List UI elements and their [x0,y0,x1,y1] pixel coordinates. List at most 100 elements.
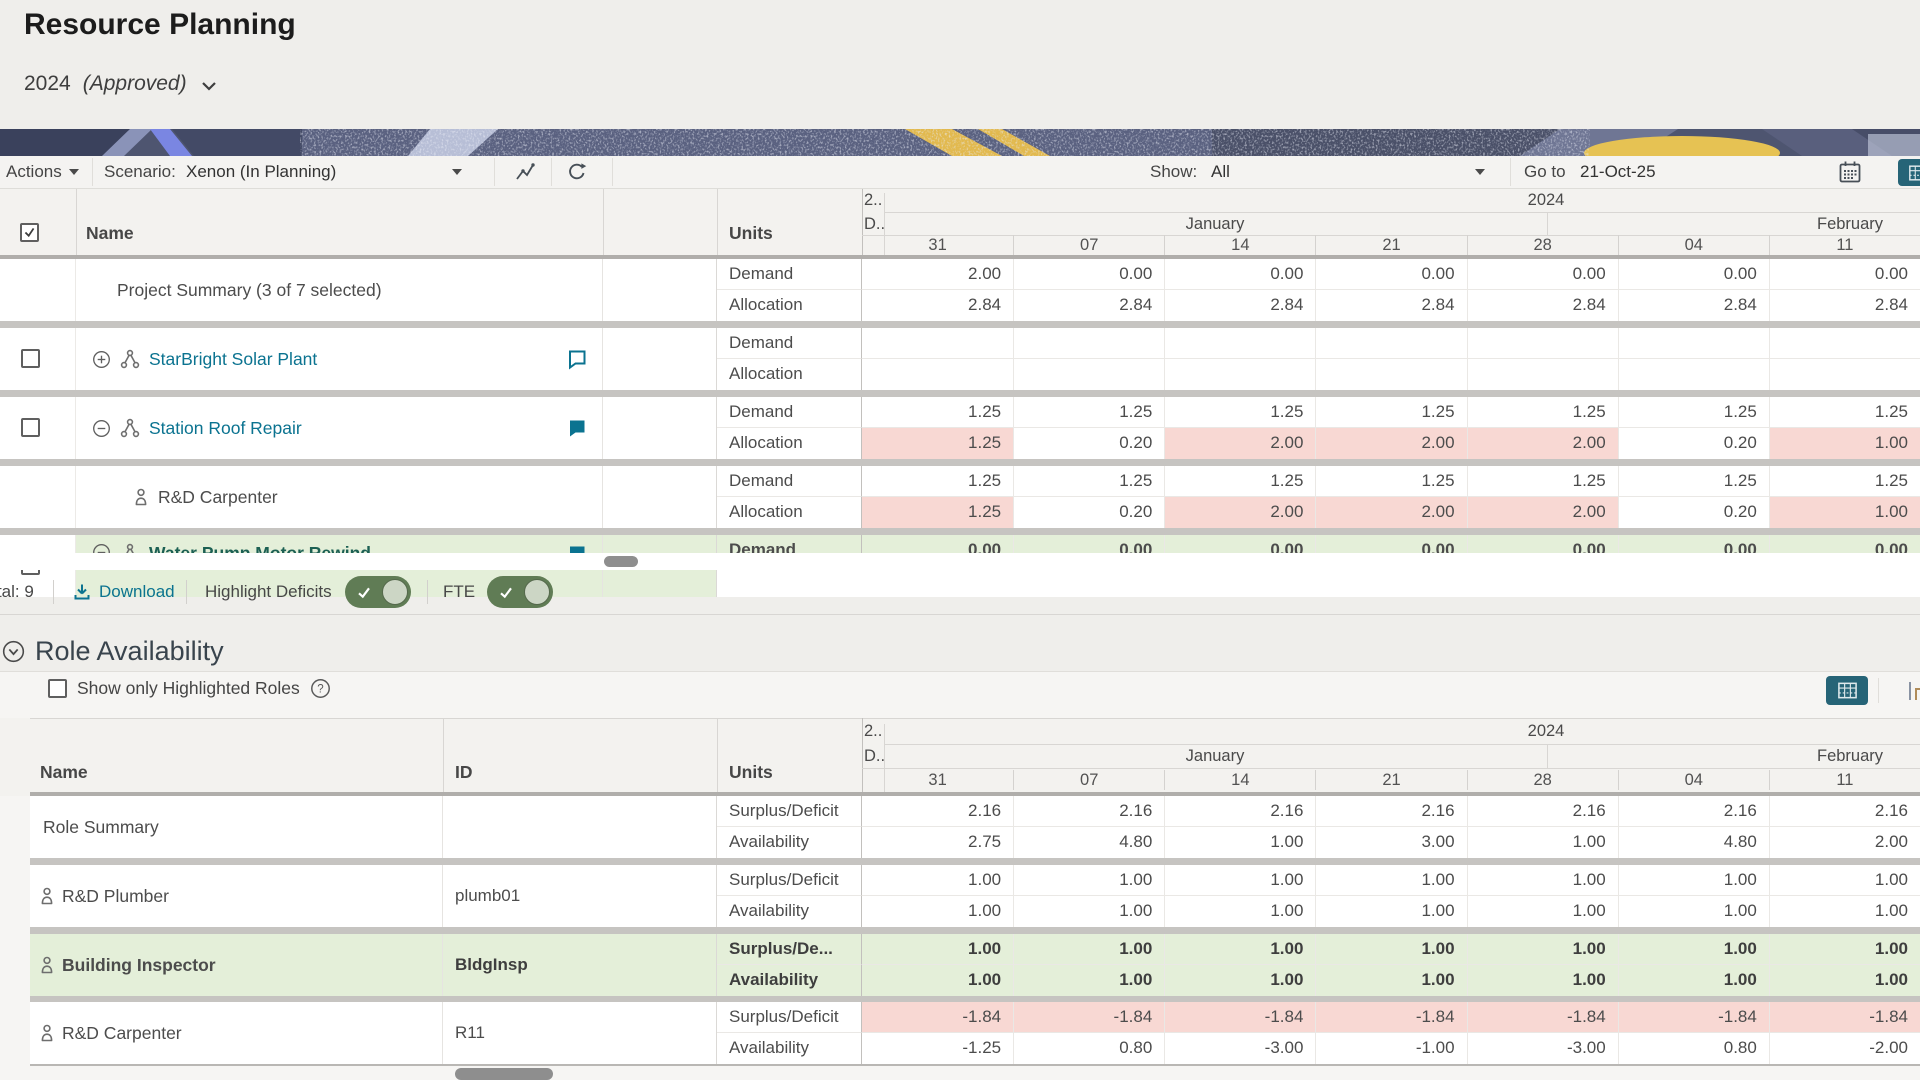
availability-row: Availability 1.001.001.001.001.001.001.0… [717,896,1920,927]
value-cell [1315,359,1466,390]
units-label: Availability [717,1033,862,1064]
collapse-chevron-icon[interactable] [2,640,25,663]
select-all-checkbox[interactable] [20,223,39,242]
value-cell: 2.00 [1164,497,1315,528]
allocation-row: Allocation [717,359,1920,390]
timeline-day: 31 [862,770,1013,790]
value-cell: 2.16 [1769,796,1920,827]
name-column-header[interactable]: Name [86,223,134,244]
role-availability-title: Role Availability [35,636,224,667]
value-cell: 1.00 [1467,827,1618,858]
expand-plus-icon[interactable] [92,350,111,369]
show-only-highlighted-checkbox[interactable] [48,679,67,698]
value-cell: 1.00 [862,896,1013,927]
timeline-year: 2024 [1528,722,1565,741]
analyze-chart-button[interactable] [512,156,538,188]
value-cell: 0.00 [1164,259,1315,290]
download-button[interactable]: Download [72,570,175,614]
show-dropdown[interactable]: All [1211,156,1230,188]
person-icon [133,488,149,507]
goto-date-input[interactable]: 21-Oct-25 [1580,156,1656,188]
fte-toggle[interactable] [487,570,553,614]
group-separator [30,858,1920,865]
toggle-knob [524,579,550,605]
roles-id-column-header[interactable]: ID [455,762,473,783]
value-cell: 1.25 [1618,466,1769,497]
role-label: R&D Carpenter [62,1023,182,1044]
availability-row: Availability 1.001.001.001.001.001.001.0… [717,965,1920,996]
plan-year: 2024 [24,72,71,96]
value-cell: 1.00 [1467,865,1618,896]
value-cell: -1.84 [1013,1002,1164,1033]
value-cell: 1.25 [1769,397,1920,428]
table-grid-icon [1908,164,1920,182]
person-icon [39,956,55,975]
role-availability-header[interactable]: Role Availability [2,636,224,667]
roles-units-column-header[interactable]: Units [729,762,773,783]
value-cell: 3.00 [1315,827,1466,858]
units-column-header[interactable]: Units [729,223,773,244]
group-separator [30,927,1920,934]
project-row-starbright: StarBright Solar Plant Demand Allocation [0,328,1920,390]
allocation-cells: 1.250.202.002.002.000.201.00 [862,428,1920,459]
total-count: Total: 9 [0,570,34,614]
project-link[interactable]: StarBright Solar Plant [149,349,317,370]
roles-grid-view-button[interactable] [1826,676,1868,705]
highlight-deficits-toggle[interactable] [345,570,411,614]
timeline-day: 11 [1769,770,1920,790]
timeline-day: 11 [1769,235,1920,255]
value-cell: 2.00 [1315,497,1466,528]
demand-row: Demand 1.251.251.251.251.251.251.25 [717,397,1920,428]
value-cell: 2.84 [1467,290,1618,321]
comment-filled-icon[interactable] [566,417,588,439]
help-icon[interactable]: ? [310,678,331,699]
row-checkbox-cell [0,259,76,321]
value-cell [1164,359,1315,390]
value-cell [1013,359,1164,390]
scenario-label: Scenario: [104,156,176,188]
scenario-caret-icon[interactable] [452,156,462,188]
roles-hscroll-thumb[interactable] [455,1068,553,1080]
roles-name-column-header[interactable]: Name [40,762,88,783]
role-row-plumber: R&D Plumber plumb01 Surplus/Deficit 1.00… [30,865,1920,927]
row-checkbox[interactable] [21,418,40,437]
units-label: Demand [717,466,862,497]
value-cell: 2.00 [1467,497,1618,528]
actions-menu-button[interactable]: Actions [6,156,79,188]
value-cell: 1.00 [1769,865,1920,896]
value-cell: -1.25 [862,1033,1013,1064]
goto-calendar-button[interactable] [1836,156,1864,188]
highlight-deficits-label: Highlight Deficits [205,570,332,614]
value-cell: 2.16 [1013,796,1164,827]
project-link[interactable]: Station Roof Repair [149,418,302,439]
refresh-button[interactable] [564,156,590,188]
show-caret-icon[interactable] [1475,156,1485,188]
value-cell: 1.25 [1013,466,1164,497]
value-cell: 1.00 [1315,865,1466,896]
check-icon [356,585,372,600]
plan-selector[interactable]: 2024 (Approved) [24,72,217,96]
grid-view-button-clipped[interactable] [1898,159,1920,186]
value-cell: 1.00 [862,965,1013,996]
column-line [717,718,718,792]
projects-hscroll-thumb[interactable] [604,556,638,567]
timeline-day-row: 31071421280411 [862,235,1920,255]
allocation-row: Allocation 1.250.202.002.002.000.201.00 [717,428,1920,459]
chart-view-button-clipped[interactable] [1908,680,1920,702]
availability-row: Availability -1.250.80-3.00-1.00-3.000.8… [717,1033,1920,1064]
row-checkbox[interactable] [21,349,40,368]
comment-outline-icon[interactable] [566,348,588,370]
refresh-icon [564,160,590,184]
scenario-dropdown[interactable]: Xenon (In Planning) [186,156,336,188]
value-cell: -1.84 [1467,1002,1618,1033]
value-cell: 2.84 [862,290,1013,321]
collapse-minus-icon[interactable] [92,419,111,438]
timeline-month-january: January [1186,215,1245,234]
value-cell [1467,359,1618,390]
units-label: Surplus/De... [717,934,862,965]
timeline-year-prev: 2.. [864,722,882,741]
projects-hscroll-track[interactable] [0,553,1920,570]
timeline-day-row: 31071421280411 [862,770,1920,790]
plan-status: (Approved) [83,72,187,96]
timeline-year: 2024 [1528,191,1565,210]
